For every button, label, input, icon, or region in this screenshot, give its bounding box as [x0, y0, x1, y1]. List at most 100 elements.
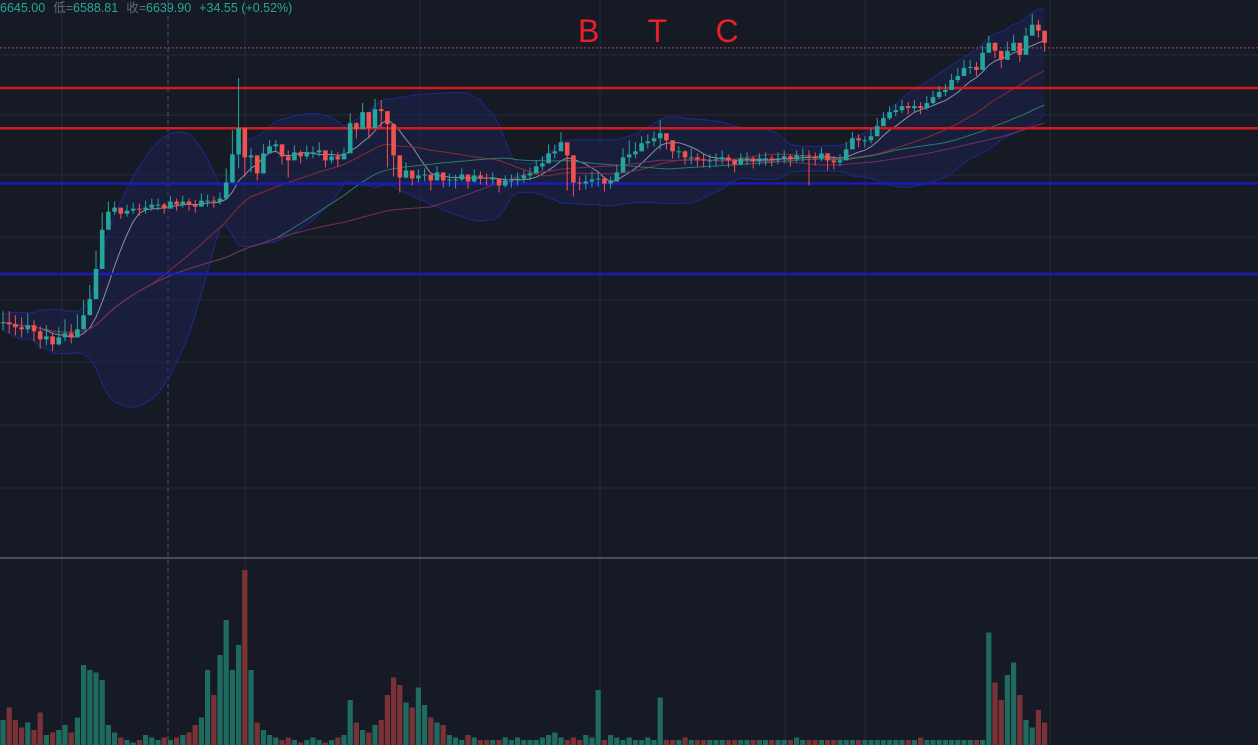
volume-bar [608, 735, 614, 745]
volume-bar [998, 700, 1004, 745]
candle-body [217, 198, 223, 202]
volume-bar [322, 742, 328, 745]
candle-body [93, 268, 99, 300]
volume-bar [446, 735, 452, 745]
volume-bar [1042, 722, 1048, 745]
volume-bar [725, 740, 731, 745]
candle-body [347, 123, 353, 154]
candle-body [509, 180, 514, 182]
candle-body [701, 159, 706, 161]
candle-body [434, 172, 440, 181]
candle-body [56, 337, 62, 345]
candle-body [732, 160, 737, 165]
candle-body [254, 155, 260, 174]
candle-body [180, 201, 186, 205]
volume-bar [155, 740, 161, 745]
volume-bar [43, 735, 49, 745]
volume-bar [763, 740, 769, 745]
volume-bar [1029, 727, 1035, 745]
candle-body [1017, 42, 1023, 55]
volume-bar [670, 740, 676, 745]
candle-body [230, 154, 235, 183]
volume-bar [99, 680, 105, 745]
candle-body [490, 178, 496, 180]
candle-body [192, 204, 198, 207]
volume-bar [508, 740, 514, 745]
volume-bar [490, 740, 496, 745]
volume-bar [601, 740, 607, 745]
volume-bar [74, 717, 80, 745]
volume-bar [12, 720, 18, 745]
volume-bar [936, 740, 942, 745]
candle-body [806, 155, 812, 157]
volume-bar [384, 695, 390, 745]
volume-bar [775, 740, 781, 745]
candle-body [775, 158, 781, 161]
candle-body [459, 174, 465, 180]
candle-body [19, 327, 24, 330]
volume-bar [806, 740, 812, 745]
candle-body [304, 152, 310, 157]
volume-bar [205, 670, 211, 745]
candle-body [930, 97, 936, 104]
volume-bar [0, 720, 6, 745]
candle-body [502, 180, 508, 186]
candle-body [118, 207, 124, 214]
volume-bar [663, 740, 669, 745]
volume-bar [192, 725, 198, 745]
volume-bar [149, 737, 155, 745]
volume-bar [81, 665, 87, 745]
candle-body [905, 106, 911, 109]
candle-body [912, 106, 917, 109]
volume-bar [949, 740, 955, 745]
candle-body [1023, 35, 1029, 55]
volume-bar [558, 737, 564, 745]
volume-bar [682, 737, 688, 745]
candle-body [292, 152, 297, 161]
candle-body [918, 106, 923, 109]
candle-body [589, 179, 595, 182]
candle-body [81, 315, 86, 330]
candle-body [25, 325, 31, 330]
candle-body [943, 90, 948, 93]
close-label: 收= [126, 1, 146, 15]
candle-body [366, 112, 372, 129]
volume-bar [161, 737, 167, 745]
candle-body [496, 178, 502, 186]
volume-bar [248, 670, 254, 745]
candle-body [967, 66, 973, 68]
volume-bar [19, 727, 25, 745]
volume-bar [353, 722, 359, 745]
volume-bar [942, 740, 948, 745]
candle-body [955, 75, 961, 80]
candle-body [1029, 24, 1035, 36]
volume-bar [676, 740, 682, 745]
candle-body [1011, 42, 1016, 51]
volume-bar [217, 655, 223, 745]
volume-bar [211, 695, 217, 745]
volume-bar [781, 740, 787, 745]
candle-body [285, 156, 291, 161]
candle-body [868, 136, 874, 141]
candle-body [670, 140, 675, 152]
volume-bar [124, 740, 130, 745]
volume-bar [136, 740, 142, 745]
candle-body [961, 67, 967, 76]
low-label: 低= [53, 1, 73, 15]
volume-bar [285, 737, 291, 745]
candle-body [881, 118, 886, 127]
candle-body [205, 200, 210, 202]
volume-bar [645, 737, 651, 745]
candle-body [688, 157, 694, 159]
volume-bar [707, 740, 713, 745]
candle-body [527, 173, 533, 176]
volume-bar [843, 740, 849, 745]
candle-body [936, 92, 942, 98]
volume-bar [304, 740, 310, 745]
volume-bar [930, 740, 936, 745]
candle-body [540, 163, 545, 167]
volume-bar [229, 670, 235, 745]
volume-bar [366, 732, 372, 745]
volume-bar [583, 735, 589, 745]
candle-body [992, 42, 998, 51]
